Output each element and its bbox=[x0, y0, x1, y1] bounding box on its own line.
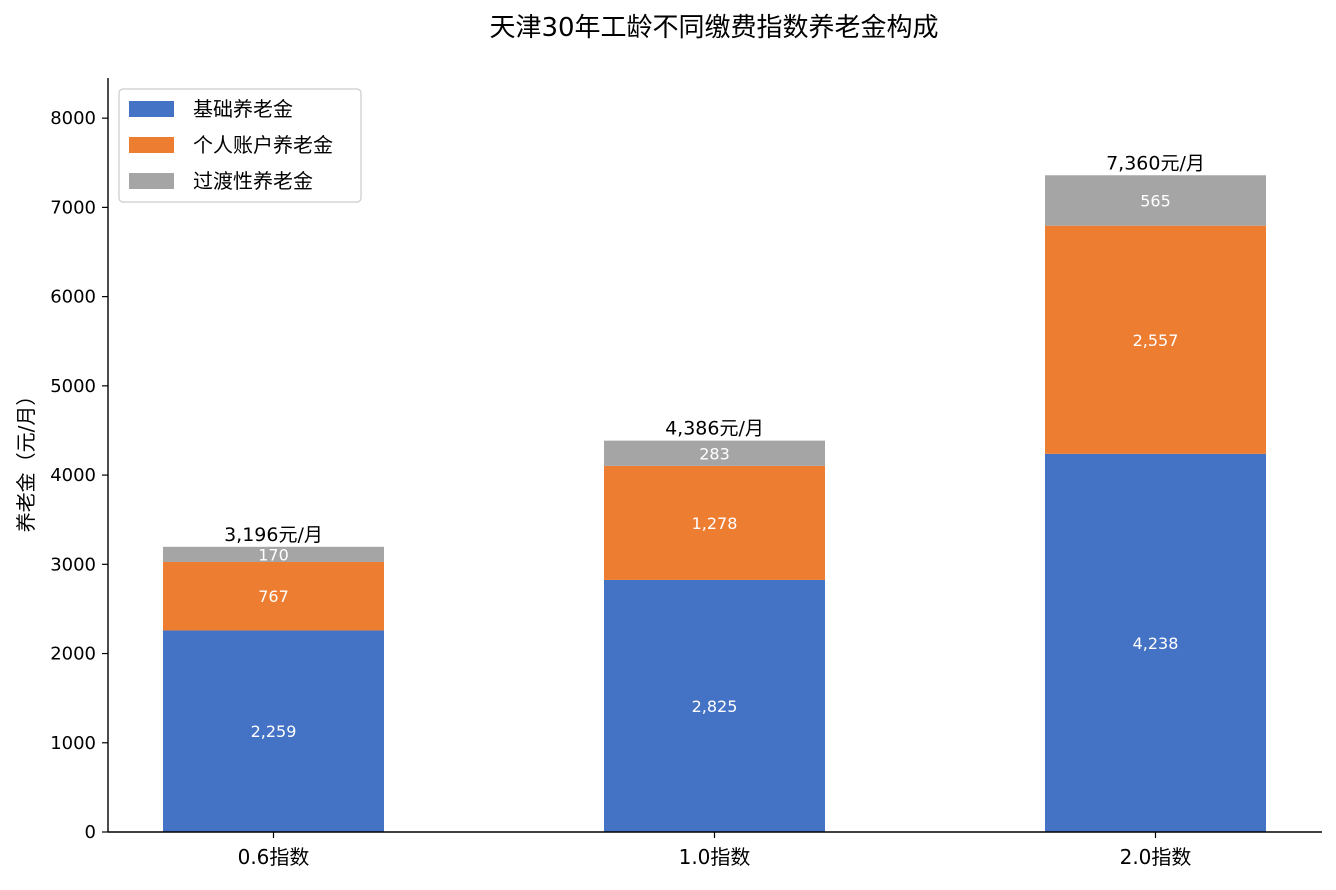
bar-segment bbox=[604, 440, 825, 466]
bar-segment bbox=[1045, 175, 1266, 226]
bar-segment bbox=[1045, 225, 1266, 454]
y-tick-label: 6000 bbox=[50, 287, 96, 308]
y-tick-label: 0 bbox=[85, 822, 96, 843]
legend-swatch bbox=[129, 173, 174, 189]
y-tick-label: 8000 bbox=[50, 108, 96, 129]
segment-value-label: 565 bbox=[1140, 191, 1171, 210]
bar-total-label: 4,386元/月 bbox=[665, 418, 764, 440]
segment-value-label: 170 bbox=[258, 545, 289, 564]
x-tick-label: 0.6指数 bbox=[238, 845, 310, 869]
y-tick-label: 4000 bbox=[50, 465, 96, 486]
bar-segment bbox=[604, 465, 825, 580]
chart-title: 天津30年工龄不同缴费指数养老金构成 bbox=[489, 13, 938, 43]
y-tick-label: 7000 bbox=[50, 197, 96, 218]
bar-segment bbox=[1045, 453, 1266, 832]
axes-layer: 0.6指数 1.0指数 2.0指数 0 1000 2000 3000 4000 5000 6000… bbox=[50, 78, 1322, 869]
x-tick-label: 2.0指数 bbox=[1120, 845, 1192, 869]
y-tick-label: 3000 bbox=[50, 554, 96, 575]
bar-segment bbox=[163, 546, 384, 562]
segment-value-label: 283 bbox=[699, 444, 730, 463]
segment-value-label: 4,238 bbox=[1133, 634, 1179, 653]
segment-value-label: 2,825 bbox=[692, 697, 738, 716]
segment-value-label: 1,278 bbox=[692, 514, 738, 533]
segment-value-label: 2,259 bbox=[251, 722, 297, 741]
bar-segment bbox=[163, 630, 384, 832]
bar-total-label: 7,360元/月 bbox=[1106, 152, 1205, 174]
legend-box bbox=[118, 88, 362, 203]
x-tick-label: 1.0指数 bbox=[679, 845, 751, 869]
y-axis-label: 养老金（元/月） bbox=[14, 386, 38, 533]
legend-label: 基础养老金 bbox=[193, 97, 293, 121]
y-tick-label: 5000 bbox=[50, 376, 96, 397]
legend-label: 过渡性养老金 bbox=[193, 169, 313, 193]
legend-swatch bbox=[129, 137, 174, 153]
legend-swatch bbox=[129, 101, 174, 117]
segment-value-label: 2,557 bbox=[1133, 331, 1179, 350]
y-tick-label: 1000 bbox=[50, 733, 96, 754]
segment-value-label: 767 bbox=[258, 587, 289, 606]
legend-label: 个人账户养老金 bbox=[193, 133, 333, 157]
bar-segment bbox=[163, 561, 384, 631]
bar-segment bbox=[604, 579, 825, 832]
bar-total-label: 3,196元/月 bbox=[224, 524, 323, 546]
y-tick-label: 2000 bbox=[50, 644, 96, 665]
